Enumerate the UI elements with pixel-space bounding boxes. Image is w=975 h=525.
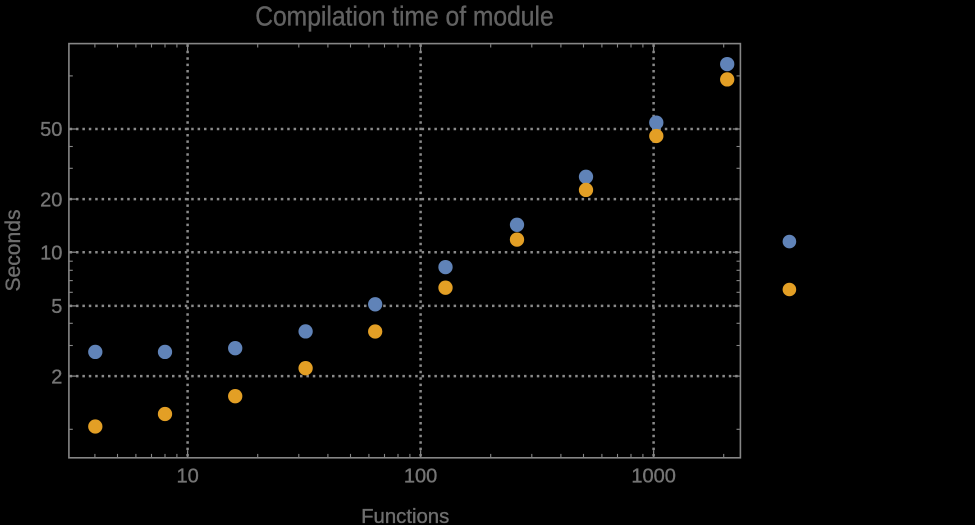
svg-text:1000: 1000	[631, 465, 676, 487]
svg-text:5: 5	[51, 296, 62, 318]
svg-text:2: 2	[51, 366, 62, 388]
svg-text:100: 100	[404, 465, 437, 487]
svg-text:10: 10	[176, 465, 198, 487]
svg-text:Compilation time of module: Compilation time of module	[255, 1, 554, 32]
svg-text:Seconds: Seconds	[2, 210, 25, 292]
svg-text:10: 10	[40, 242, 62, 264]
svg-text:Functions: Functions	[361, 506, 449, 525]
svg-text:20: 20	[40, 189, 62, 211]
svg-text:50: 50	[40, 119, 62, 141]
